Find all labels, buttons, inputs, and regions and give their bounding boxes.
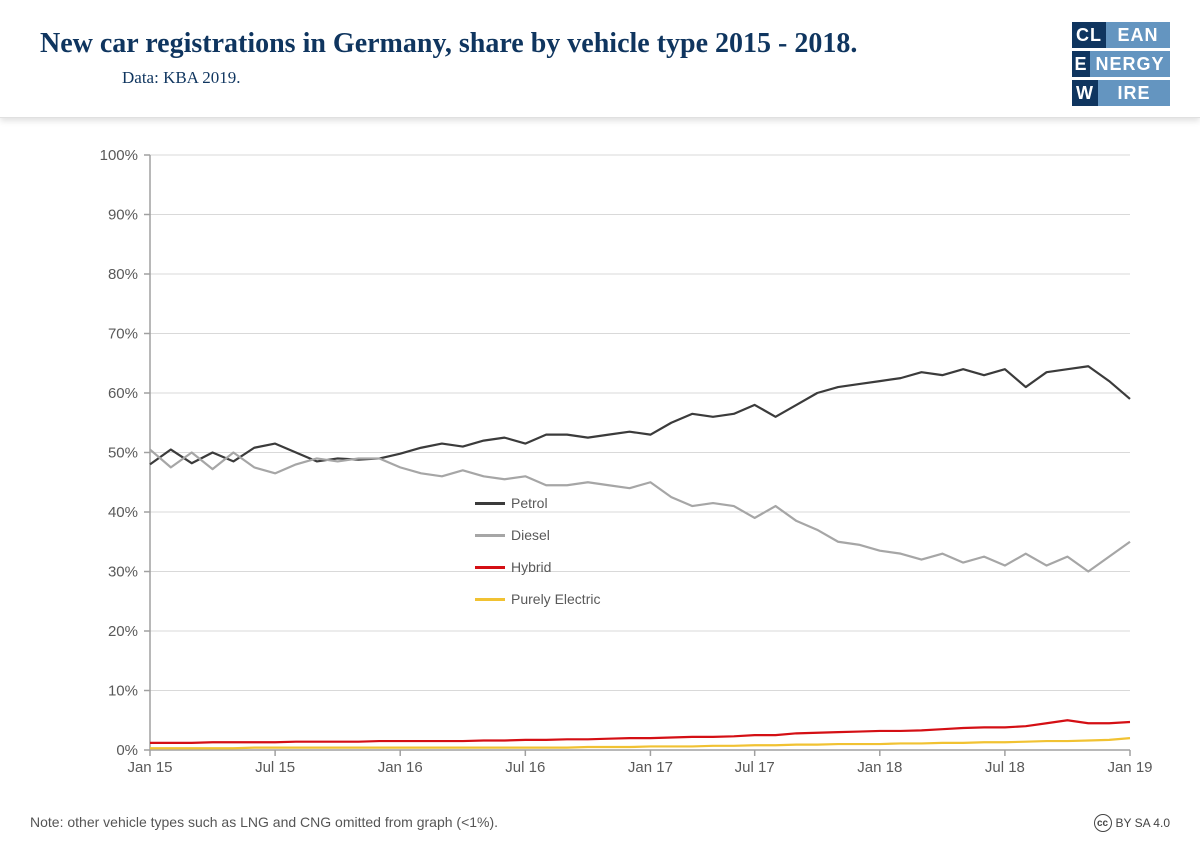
license-badge: cc BY SA 4.0 bbox=[1094, 814, 1171, 832]
svg-text:100%: 100% bbox=[100, 147, 138, 164]
header-bar: New car registrations in Germany, share … bbox=[0, 0, 1200, 118]
svg-text:70%: 70% bbox=[108, 326, 138, 343]
logo-dark-2: E bbox=[1072, 51, 1090, 77]
license-text: BY SA 4.0 bbox=[1116, 816, 1171, 830]
svg-text:20%: 20% bbox=[108, 623, 138, 640]
logo-light-1: EAN bbox=[1106, 22, 1170, 48]
legend-item: Diesel bbox=[475, 527, 600, 543]
logo-light-2: NERGY bbox=[1090, 51, 1170, 77]
svg-text:90%: 90% bbox=[108, 207, 138, 224]
svg-text:10%: 10% bbox=[108, 683, 138, 700]
legend-swatch bbox=[475, 566, 505, 569]
svg-text:60%: 60% bbox=[108, 385, 138, 402]
legend-label: Diesel bbox=[511, 527, 550, 543]
legend-item: Purely Electric bbox=[475, 591, 600, 607]
chart-title: New car registrations in Germany, share … bbox=[40, 28, 1160, 60]
svg-text:Jul 18: Jul 18 bbox=[985, 759, 1025, 776]
logo-dark-1: CL bbox=[1072, 22, 1106, 48]
svg-text:Jul 15: Jul 15 bbox=[255, 759, 295, 776]
legend-item: Petrol bbox=[475, 495, 600, 511]
svg-text:50%: 50% bbox=[108, 445, 138, 462]
chart-legend: Petrol Diesel Hybrid Purely Electric bbox=[475, 495, 600, 623]
logo-dark-3: W bbox=[1072, 80, 1098, 106]
svg-text:Jul 16: Jul 16 bbox=[505, 759, 545, 776]
svg-text:0%: 0% bbox=[116, 742, 138, 759]
svg-text:30%: 30% bbox=[108, 564, 138, 581]
legend-label: Hybrid bbox=[511, 559, 551, 575]
svg-text:Jan 18: Jan 18 bbox=[857, 759, 902, 776]
logo-row-2: E NERGY bbox=[1072, 51, 1170, 77]
legend-swatch bbox=[475, 534, 505, 537]
chart-container: 0% 10% 20% 30% 40% 50% 60% 70% 80% 90% 100% Jan 15 J… bbox=[60, 135, 1160, 785]
svg-text:Jan 17: Jan 17 bbox=[628, 759, 673, 776]
svg-text:Jan 15: Jan 15 bbox=[127, 759, 172, 776]
svg-text:Jul 17: Jul 17 bbox=[735, 759, 775, 776]
svg-text:80%: 80% bbox=[108, 266, 138, 283]
brand-logo: CL EAN E NERGY W IRE bbox=[1072, 22, 1170, 109]
svg-text:Jan 16: Jan 16 bbox=[378, 759, 423, 776]
chart-svg: 0% 10% 20% 30% 40% 50% 60% 70% 80% 90% 100% Jan 15 J… bbox=[60, 135, 1160, 785]
legend-label: Purely Electric bbox=[511, 591, 600, 607]
legend-swatch bbox=[475, 502, 505, 505]
svg-text:40%: 40% bbox=[108, 504, 138, 521]
legend-label: Petrol bbox=[511, 495, 548, 511]
logo-row-1: CL EAN bbox=[1072, 22, 1170, 48]
logo-row-3: W IRE bbox=[1072, 80, 1170, 106]
footer-note: Note: other vehicle types such as LNG an… bbox=[30, 814, 498, 830]
svg-text:Jan 19: Jan 19 bbox=[1107, 759, 1152, 776]
legend-item: Hybrid bbox=[475, 559, 600, 575]
cc-icon: cc bbox=[1094, 814, 1112, 832]
logo-light-3: IRE bbox=[1098, 80, 1170, 106]
chart-subtitle: Data: KBA 2019. bbox=[122, 68, 1160, 88]
legend-swatch bbox=[475, 598, 505, 601]
